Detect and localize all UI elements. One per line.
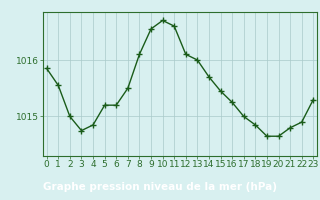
Text: Graphe pression niveau de la mer (hPa): Graphe pression niveau de la mer (hPa) bbox=[43, 182, 277, 192]
